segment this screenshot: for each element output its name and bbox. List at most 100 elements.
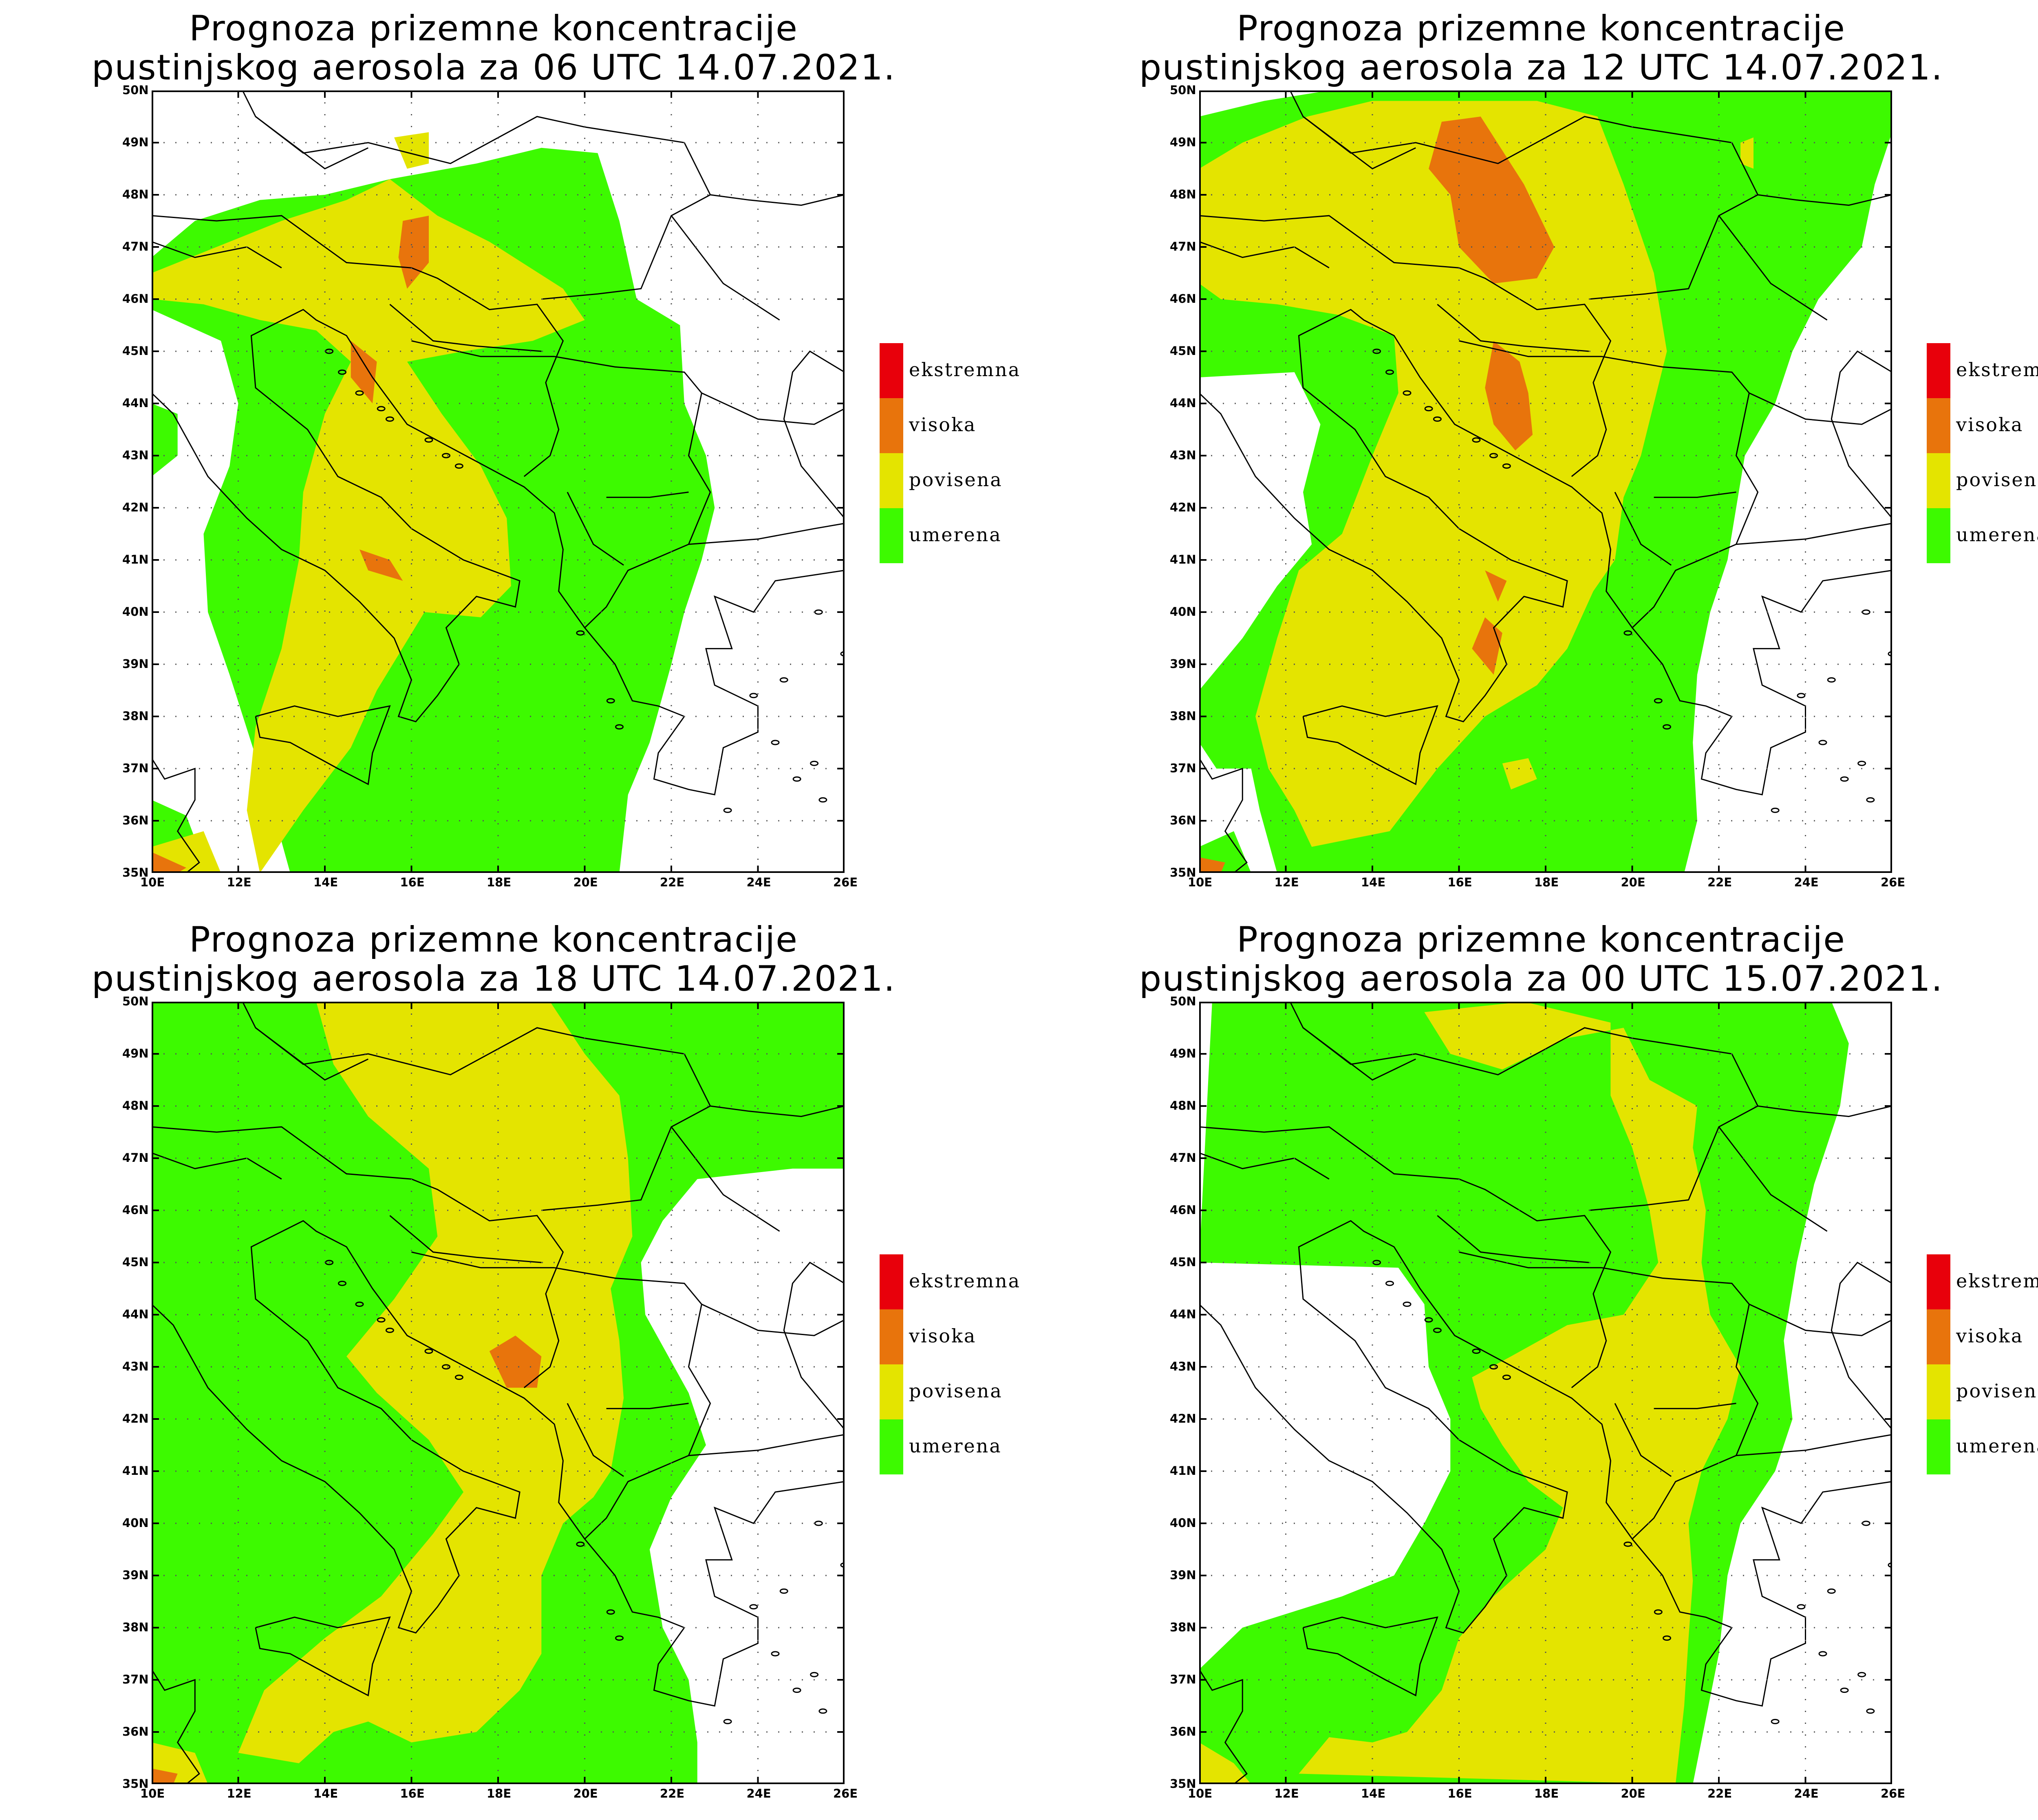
lat-tick-label: 37N (122, 761, 149, 775)
panel-title: Prognoza prizemne koncentracije pustinjsk… (4, 920, 983, 998)
lat-tick-label: 46N (1170, 292, 1196, 306)
visoka-area (1199, 117, 1555, 873)
lat-tick-label: 35N (1170, 866, 1196, 879)
lat-tick-label: 38N (122, 709, 149, 723)
lat-tick-label: 49N (1170, 135, 1196, 149)
lat-tick-label: 44N (122, 1307, 149, 1321)
lat-tick-label: 50N (1170, 83, 1196, 97)
lat-tick-label: 43N (122, 1359, 149, 1373)
lon-tick-label: 18E (487, 875, 512, 889)
lat-tick-label: 45N (1170, 344, 1196, 358)
visoka-area (152, 1335, 542, 1784)
forecast-map (1199, 90, 1892, 873)
lon-tick-label: 12E (227, 875, 251, 889)
lon-tick-label: 22E (1707, 875, 1732, 889)
lat-tick-label: 42N (122, 1412, 149, 1426)
legend-label-povisena: povisena (1956, 468, 2038, 491)
panel-title-line2: pustinjskog aerosola za 12 UTC 14.07.202… (1139, 47, 1943, 88)
lat-tick-label: 38N (1170, 1620, 1196, 1634)
lat-tick-label: 48N (1170, 187, 1196, 201)
lat-tick-label: 41N (1170, 1464, 1196, 1478)
lon-tick-label: 14E (1361, 1787, 1386, 1800)
lat-tick-label: 50N (122, 994, 149, 1008)
lat-tick-label: 36N (122, 1725, 149, 1738)
lon-tick-label: 16E (400, 875, 425, 889)
lon-tick-label: 10E (1188, 1787, 1213, 1800)
lon-tick-label: 14E (313, 1787, 338, 1800)
lon-tick-label: 12E (227, 1787, 251, 1800)
povisena-area (1199, 1002, 1741, 1784)
lon-tick-label: 18E (1534, 1787, 1559, 1800)
lon-tick-label: 20E (573, 1787, 598, 1800)
lon-tick-label: 10E (140, 1787, 165, 1800)
lon-tick-label: 26E (833, 1787, 858, 1800)
lat-tick-label: 40N (122, 1516, 149, 1530)
legend-label-povisena: povisena (909, 1379, 1003, 1402)
lon-tick-label: 26E (1881, 1787, 1906, 1800)
lat-tick-label: 41N (122, 1464, 149, 1478)
lon-tick-label: 12E (1274, 1787, 1299, 1800)
lat-tick-label: 45N (1170, 1255, 1196, 1269)
legend-label-umerena: umerena (909, 1434, 1002, 1457)
legend-swatch-povisena (880, 453, 903, 508)
legend-swatch-visoka (880, 1309, 903, 1364)
lon-tick-label: 14E (1361, 875, 1386, 889)
lon-tick-label: 24E (746, 1787, 771, 1800)
legend-label-visoka: visoka (909, 1324, 977, 1347)
lon-tick-label: 16E (1447, 875, 1472, 889)
lat-tick-label: 45N (122, 344, 149, 358)
lat-tick-label: 44N (1170, 1307, 1196, 1321)
legend-label-ekstremna: ekstremna (909, 1269, 1021, 1292)
lon-tick-label: 16E (1447, 1787, 1472, 1800)
forecast-map (152, 1002, 845, 1784)
lat-tick-label: 39N (1170, 1568, 1196, 1582)
lon-tick-label: 20E (573, 875, 598, 889)
lat-tick-label: 38N (122, 1620, 149, 1634)
lat-tick-label: 36N (122, 813, 149, 827)
lat-tick-label: 39N (1170, 657, 1196, 671)
lat-tick-label: 35N (122, 1777, 149, 1791)
panel-title-line2: pustinjskog aerosola za 18 UTC 14.07.202… (91, 958, 896, 999)
forecast-map (152, 90, 845, 873)
legend-label-ekstremna: ekstremna (1956, 358, 2038, 381)
panel-title-line1: Prognoza prizemne koncentracije (1236, 8, 1846, 49)
panel-title: Prognoza prizemne koncentracije pustinjsk… (1052, 9, 2030, 87)
lat-tick-label: 49N (122, 1047, 149, 1060)
lat-tick-label: 47N (1170, 240, 1196, 253)
lat-tick-label: 43N (1170, 448, 1196, 462)
lon-tick-label: 26E (1881, 875, 1906, 889)
lon-tick-label: 22E (1707, 1787, 1732, 1800)
lat-tick-label: 41N (1170, 553, 1196, 566)
lat-tick-label: 44N (122, 396, 149, 410)
lat-tick-label: 48N (1170, 1099, 1196, 1113)
povisena-area (1199, 101, 1753, 847)
lat-tick-label: 41N (122, 553, 149, 566)
legend-label-umerena: umerena (1956, 1434, 2038, 1457)
legend-label-visoka: visoka (909, 413, 977, 436)
lat-tick-label: 40N (122, 605, 149, 619)
legend-label-povisena: povisena (909, 468, 1003, 491)
legend-swatch-ekstremna (1927, 1254, 1950, 1309)
lat-tick-label: 40N (1170, 605, 1196, 619)
legend-swatch-ekstremna (880, 1254, 903, 1309)
lat-tick-label: 49N (122, 135, 149, 149)
lat-tick-label: 46N (122, 1203, 149, 1217)
lat-tick-label: 38N (1170, 709, 1196, 723)
lat-tick-label: 47N (1170, 1151, 1196, 1165)
lat-tick-label: 36N (1170, 813, 1196, 827)
lon-tick-label: 26E (833, 875, 858, 889)
legend-swatch-umerena (1927, 508, 1950, 563)
lat-tick-label: 42N (1170, 500, 1196, 514)
lat-tick-label: 43N (122, 448, 149, 462)
lat-tick-label: 50N (1170, 994, 1196, 1008)
lon-tick-label: 10E (140, 875, 165, 889)
lon-tick-label: 18E (1534, 875, 1559, 889)
graticule (1199, 90, 1892, 873)
lat-tick-label: 44N (1170, 396, 1196, 410)
lat-tick-label: 39N (122, 1568, 149, 1582)
legend-swatch-visoka (880, 398, 903, 453)
lat-tick-label: 43N (1170, 1359, 1196, 1373)
lat-tick-label: 36N (1170, 1725, 1196, 1738)
lat-tick-label: 46N (1170, 1203, 1196, 1217)
lat-tick-label: 42N (1170, 1412, 1196, 1426)
